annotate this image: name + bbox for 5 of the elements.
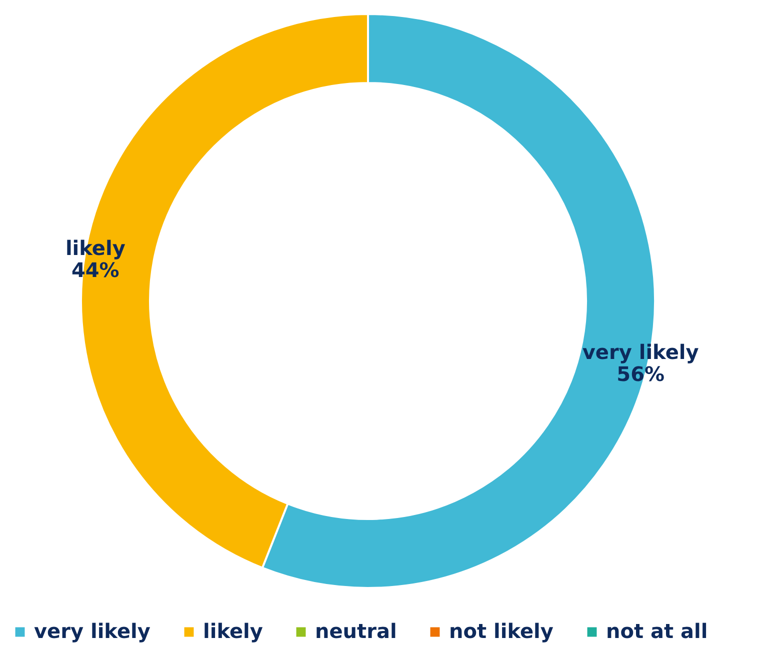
legend-label: likely — [203, 619, 263, 643]
legend-label: not likely — [449, 619, 554, 643]
legend-label: not at all — [606, 619, 708, 643]
legend-label: neutral — [315, 619, 397, 643]
legend-label: very likely — [34, 619, 150, 643]
